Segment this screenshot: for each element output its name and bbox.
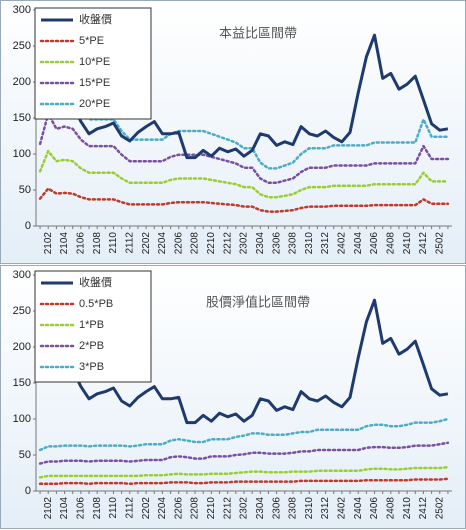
x-tick-label: 2406: [369, 497, 380, 520]
x-tick-label: 2208: [190, 497, 201, 520]
x-tick-label: 2406: [369, 232, 380, 255]
legend-label: 2*PB: [79, 340, 104, 352]
legend-label: 20*PE: [79, 98, 110, 110]
x-tick-label: 2112: [124, 497, 135, 519]
x-tick-label: 2502: [434, 232, 445, 255]
legend-label: 5*PE: [79, 35, 104, 47]
x-tick-label: 2208: [190, 232, 201, 255]
x-tick-label: 2408: [385, 497, 396, 520]
x-tick-label: 2308: [288, 232, 299, 255]
x-tick-label: 2412: [418, 497, 429, 520]
y-tick-label: 50: [19, 184, 31, 196]
y-tick-label: 100: [13, 148, 31, 160]
chart: 0 50 100 150 200 250 300 2102 2104 2106 2108 2110 21…: [0, 0, 466, 264]
series-line: [38, 477, 450, 486]
x-tick-label: 2306: [271, 232, 282, 255]
series-line: [38, 441, 450, 465]
y-tick-label: 250: [13, 305, 31, 317]
legend-label: 1*PB: [79, 319, 104, 331]
series-line: [38, 187, 450, 213]
legend-label: 15*PE: [79, 77, 110, 89]
x-tick-label: 2110: [108, 497, 119, 519]
y-tick-label: 250: [13, 40, 31, 52]
x-tick-label: 2206: [173, 232, 184, 255]
y-tick-label: 150: [13, 377, 31, 389]
x-tick-label: 2402: [337, 497, 348, 520]
y-tick-label: 50: [19, 449, 31, 461]
x-tick-label: 2302: [239, 497, 250, 520]
x-tick-label: 2210: [206, 497, 217, 520]
chart: 0 50 100 150 200 250 300 2102 2104 2106 2108 2110 21…: [0, 265, 466, 529]
x-tick-label: 2206: [173, 497, 184, 520]
y-tick-label: 0: [25, 220, 31, 232]
series-line: [38, 465, 450, 479]
x-tick-label: 2202: [141, 497, 152, 520]
x-tick-label: 2308: [288, 497, 299, 520]
x-tick-label: 2310: [304, 232, 315, 255]
x-tick-label: 2212: [222, 497, 233, 520]
y-tick-label: 300: [13, 269, 31, 281]
x-tick-label: 2104: [59, 232, 70, 255]
series-line: [38, 298, 449, 425]
x-tick-label: 2402: [337, 232, 348, 255]
series-line: [38, 149, 450, 199]
x-tick-label: 2404: [353, 497, 364, 520]
x-tick-label: 2502: [434, 497, 445, 520]
legend-label: 收盤價: [79, 275, 112, 289]
x-tick-label: 2108: [92, 232, 103, 255]
y-tick-label: 300: [13, 4, 31, 16]
x-tick-label: 2404: [353, 232, 364, 255]
x-tick-label: 2306: [271, 497, 282, 520]
y-tick-label: 0: [25, 485, 31, 497]
chart-title: 股價淨值比區間帶: [206, 294, 310, 309]
x-tick-label: 2302: [239, 232, 250, 255]
x-tick-label: 2412: [418, 232, 429, 255]
x-tick-label: 2104: [59, 497, 70, 520]
legend-label: 10*PE: [79, 56, 110, 68]
legend-label: 收盤價: [79, 12, 112, 26]
x-tick-label: 2106: [76, 232, 87, 255]
x-tick-label: 2210: [206, 232, 217, 255]
series-line: [38, 112, 450, 185]
x-tick-label: 2410: [402, 232, 413, 255]
x-tick-label: 2102: [43, 232, 54, 255]
x-tick-label: 2204: [157, 497, 168, 520]
legend-box: [34, 7, 152, 120]
legend-label: 3*PB: [79, 361, 104, 373]
x-tick-label: 2312: [320, 232, 331, 255]
x-tick-label: 2102: [43, 497, 54, 520]
x-tick-label: 2212: [222, 232, 233, 255]
x-tick-label: 2110: [108, 232, 119, 254]
x-tick-label: 2312: [320, 497, 331, 520]
x-tick-label: 2310: [304, 497, 315, 520]
x-tick-label: 2408: [385, 232, 396, 255]
x-tick-label: 2108: [92, 497, 103, 520]
x-tick-label: 2112: [124, 232, 135, 254]
x-tick-label: 2304: [255, 497, 266, 520]
y-tick-label: 200: [13, 76, 31, 88]
x-tick-label: 2106: [76, 497, 87, 520]
x-tick-label: 2204: [157, 232, 168, 255]
legend-label: 0.5*PB: [79, 298, 113, 310]
chart-title: 本益比區間帶: [219, 25, 297, 40]
x-tick-label: 2304: [255, 232, 266, 255]
y-tick-label: 100: [13, 413, 31, 425]
series-line: [38, 33, 449, 160]
y-tick-label: 200: [13, 341, 31, 353]
y-tick-label: 150: [13, 112, 31, 124]
x-tick-label: 2410: [402, 497, 413, 520]
series-line: [38, 417, 450, 452]
legend-box: [34, 270, 152, 383]
x-tick-label: 2202: [141, 232, 152, 255]
